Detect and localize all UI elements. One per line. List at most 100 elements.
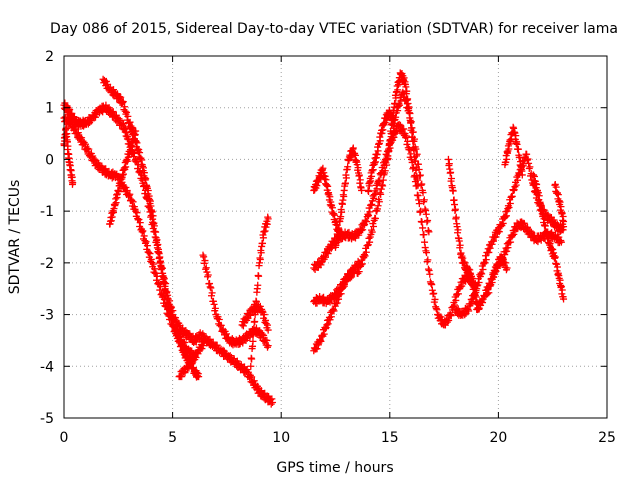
data-point [424,226,432,234]
data-point [381,167,389,175]
data-point [361,216,369,224]
data-point [215,316,223,324]
data-point [433,306,441,314]
data-point [431,295,439,303]
data-point [143,242,151,250]
data-point [366,238,374,246]
data-point [262,316,270,324]
data-point [159,269,167,277]
data-point [497,253,505,261]
data-point [371,214,379,222]
series-arc-13 [310,268,357,308]
data-point [340,280,348,288]
data-point [149,212,157,220]
data-point [447,311,455,319]
data-point [378,129,386,137]
data-point [142,175,150,183]
data-point [505,204,513,212]
data-point [346,274,354,282]
data-point [195,373,203,381]
data-point [492,233,500,241]
x-axis-label: GPS time / hours [276,460,393,476]
data-point [390,119,398,127]
data-point [262,320,270,328]
series-arc-16 [384,69,422,189]
x-tick-label: 0 [60,430,69,446]
data-point [130,149,138,157]
data-point [403,140,411,148]
data-point [333,239,341,247]
data-point [140,232,148,240]
data-point [219,346,227,354]
data-point [453,223,461,231]
data-point [360,221,368,229]
data-point [239,322,247,330]
series-arc-14 [332,144,366,251]
y-tick-label: 0 [45,152,54,168]
data-point [410,147,418,154]
data-point [259,234,267,242]
data-point [526,163,534,171]
data-point [378,181,386,189]
data-point [444,155,452,163]
data-point [523,156,531,164]
data-point [102,77,110,85]
data-point [452,296,460,304]
data-point [523,150,531,158]
data-point [451,201,459,209]
data-point [323,321,331,329]
data-point [451,205,459,213]
data-point [322,253,330,261]
data-point [269,398,277,406]
data-point [425,228,433,236]
data-point [82,140,90,148]
data-point [379,182,387,190]
data-point [415,200,423,208]
data-point [333,299,341,307]
data-point [518,171,526,179]
x-tick-label: 10 [272,430,290,446]
data-point [117,93,125,101]
data-point [358,260,366,268]
data-point [553,189,561,197]
data-point [424,256,432,264]
data-point [399,88,407,96]
data-point [247,362,255,370]
data-point [432,304,440,312]
data-point [409,165,417,173]
data-point [411,157,419,165]
data-point [544,231,552,239]
data-point [492,267,500,275]
data-point [447,168,455,176]
data-point [422,210,430,218]
data-point [530,172,538,180]
data-point [209,297,217,305]
data-point [400,74,408,82]
data-point [324,250,332,258]
data-point [252,298,260,306]
data-point [355,231,363,239]
data-point [324,182,332,190]
data-point [123,157,131,165]
data-point [527,228,535,236]
data-point [535,192,543,200]
data-point [257,249,265,257]
data-point [151,265,159,273]
data-point [368,228,376,236]
data-point [132,127,140,135]
data-point [184,365,192,373]
data-point [420,196,428,204]
data-point [263,336,271,344]
data-point [206,283,214,291]
data-point [153,236,161,244]
data-point [264,342,272,350]
data-point [512,181,520,189]
data-point [409,137,417,145]
data-point [512,132,520,140]
data-point [365,212,373,220]
data-point [200,253,208,261]
data-point [485,289,493,297]
data-point [133,158,141,166]
data-point [424,216,432,224]
